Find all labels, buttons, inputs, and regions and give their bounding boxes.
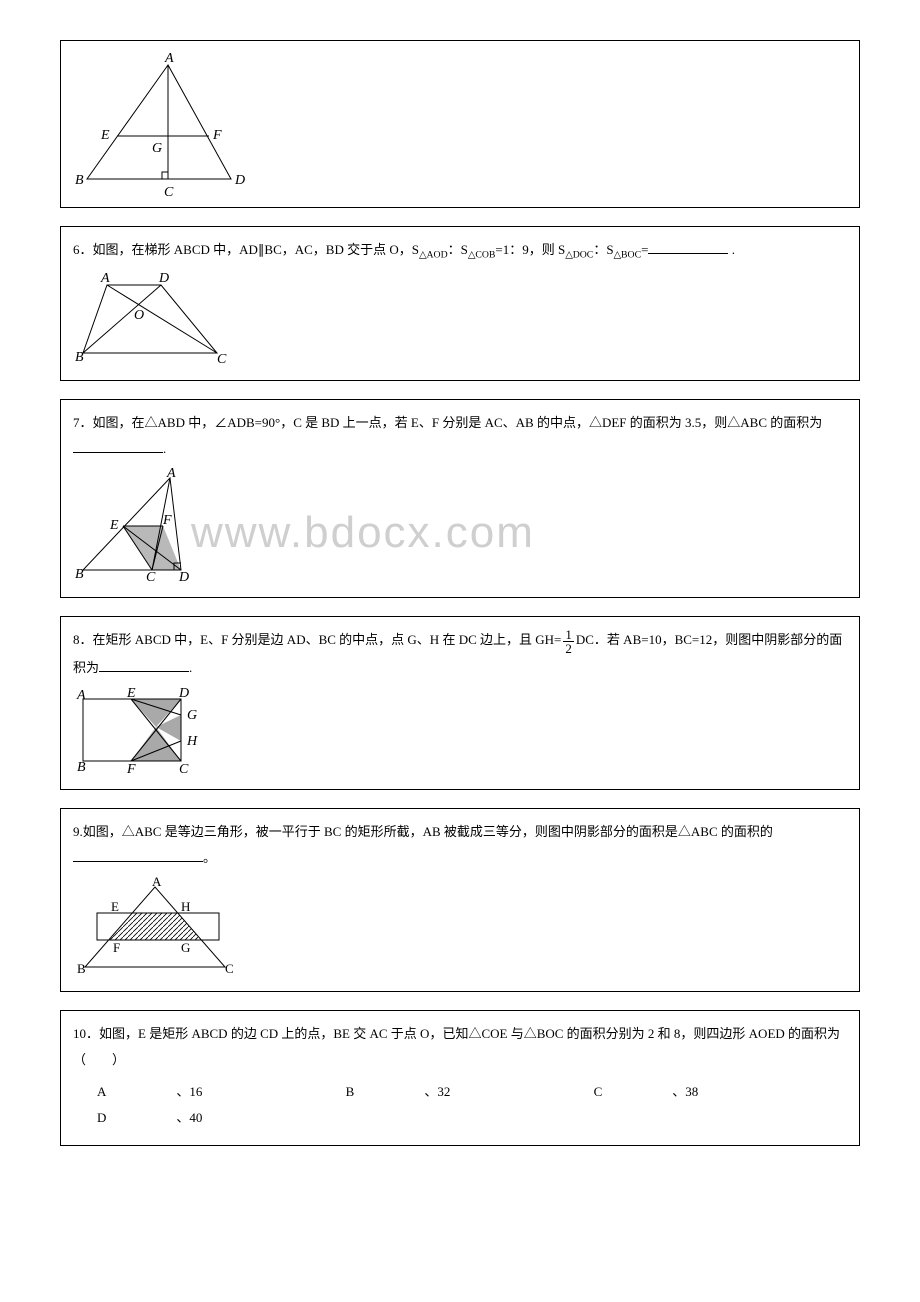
svg-text:A: A	[152, 877, 162, 889]
opt-c: C、38	[594, 1079, 769, 1105]
p9-blank	[73, 848, 203, 862]
opt-a: A、16	[97, 1079, 272, 1105]
diagram-p5: A B C D E F G	[73, 51, 263, 201]
diagram-p9: A B C E H F G	[73, 877, 243, 977]
svg-text:E: E	[111, 899, 119, 914]
diagram-p8: A E D B F C G H	[73, 687, 213, 775]
svg-text:E: E	[100, 128, 110, 143]
svg-text:F: F	[212, 128, 222, 143]
problem-8: 8．在矩形 ABCD 中，E、F 分别是边 AD、BC 的中点，点 G、H 在 …	[60, 616, 860, 790]
p8-num: 8．	[73, 632, 93, 647]
svg-text:C: C	[179, 762, 189, 775]
svg-text:H: H	[181, 899, 190, 914]
p7-blank	[73, 439, 163, 453]
svg-text:D: D	[178, 687, 189, 701]
svg-text:C: C	[164, 185, 174, 200]
svg-text:B: B	[77, 760, 86, 775]
svg-text:B: B	[75, 567, 84, 582]
svg-text:B: B	[75, 173, 84, 188]
svg-text:A: A	[166, 468, 176, 481]
svg-text:O: O	[134, 308, 144, 323]
svg-text:G: G	[181, 940, 190, 955]
p8-blank	[99, 658, 189, 672]
problem-10: 10．如图，E 是矩形 ABCD 的边 CD 上的点，BE 交 AC 于点 O，…	[60, 1010, 860, 1146]
frac-half: 12	[563, 628, 574, 655]
svg-text:B: B	[77, 961, 86, 976]
opt-b: B、32	[346, 1079, 521, 1105]
problem-5: A B C D E F G	[60, 40, 860, 208]
svg-text:A: A	[76, 688, 86, 703]
p9-text: 9.如图，△ABC 是等边三角形，被一平行于 BC 的矩形所截，AB 被截成三等…	[73, 819, 847, 871]
p8-text: 8．在矩形 ABCD 中，E、F 分别是边 AD、BC 的中点，点 G、H 在 …	[73, 627, 847, 681]
p6-text: 6．如图，在梯形 ABCD 中，AD∥BC，AC，BD 交于点 O，S△AOD：…	[73, 237, 847, 265]
svg-text:C: C	[217, 352, 227, 366]
opt-d: D、40	[97, 1105, 272, 1131]
problem-9: 9.如图，△ABC 是等边三角形，被一平行于 BC 的矩形所截，AB 被截成三等…	[60, 808, 860, 992]
svg-text:G: G	[152, 141, 162, 156]
diagram-p7: A B C D E F	[73, 468, 213, 583]
svg-text:D: D	[234, 173, 245, 188]
svg-text:F: F	[162, 513, 172, 528]
svg-text:A: A	[100, 271, 110, 286]
svg-text:B: B	[75, 350, 84, 365]
p10-num: 10．	[73, 1026, 99, 1041]
p7-text: 7．如图，在△ABD 中，∠ADB=90°，C 是 BD 上一点，若 E、F 分…	[73, 410, 847, 462]
p10-options: A、16 B、32 C、38 D、40	[73, 1079, 847, 1131]
watermark: www.bdocx.com	[191, 489, 535, 577]
svg-text:D: D	[158, 271, 169, 286]
p7-num: 7．	[73, 415, 93, 430]
problem-7: www.bdocx.com 7．如图，在△ABD 中，∠ADB=90°，C 是 …	[60, 399, 860, 598]
svg-text:F: F	[126, 762, 136, 775]
svg-text:H: H	[186, 734, 198, 749]
svg-text:G: G	[187, 708, 197, 723]
svg-text:C: C	[146, 570, 156, 583]
svg-text:D: D	[178, 570, 189, 583]
svg-text:F: F	[113, 940, 120, 955]
p6-num: 6．	[73, 242, 93, 257]
svg-text:E: E	[126, 687, 136, 701]
svg-text:E: E	[109, 518, 119, 533]
svg-text:C: C	[225, 961, 234, 976]
problem-6: 6．如图，在梯形 ABCD 中，AD∥BC，AC，BD 交于点 O，S△AOD：…	[60, 226, 860, 381]
p10-text: 10．如图，E 是矩形 ABCD 的边 CD 上的点，BE 交 AC 于点 O，…	[73, 1021, 847, 1073]
p9-num: 9.	[73, 824, 83, 839]
p6-blank	[648, 240, 728, 254]
svg-text:A: A	[164, 51, 174, 66]
diagram-p6: A D B C O	[73, 271, 243, 366]
